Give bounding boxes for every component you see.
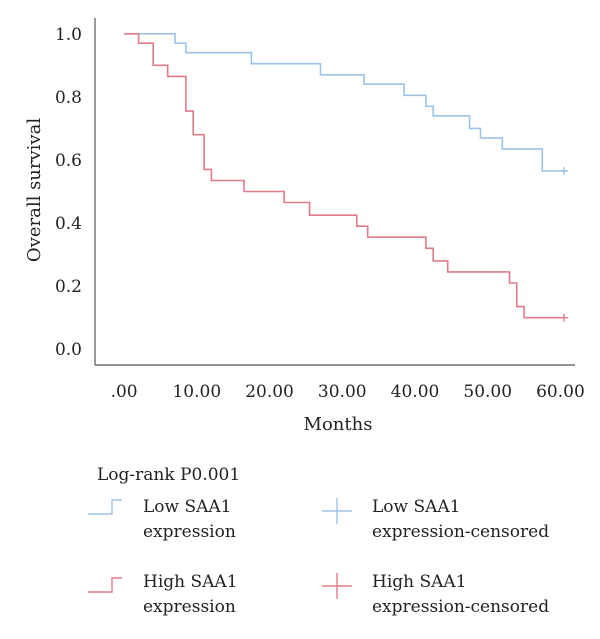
- x-tick-label: 10.00: [172, 382, 221, 402]
- legend: Log-rank P0.001 Low SAA1 expression Low …: [88, 465, 549, 617]
- series-layer: [124, 33, 569, 322]
- x-axis-title: Months: [304, 414, 373, 435]
- series-line-low: [124, 33, 565, 172]
- y-tick-label: 0.8: [55, 88, 82, 108]
- legend-label-high-line1: High SAA1: [143, 572, 238, 592]
- legend-step-marker-low: [88, 499, 122, 515]
- legend-label-high-censored-line1: High SAA1: [372, 572, 467, 592]
- legend-label-high-line2: expression: [143, 597, 236, 617]
- legend-step-marker-high: [88, 577, 122, 593]
- legend-cross-marker-low: [322, 498, 352, 524]
- y-tick-label: 0.4: [55, 214, 82, 234]
- legend-label-low-line2: expression: [143, 522, 236, 542]
- legend-item-low: Low SAA1 expression: [88, 497, 236, 542]
- legend-label-low-censored-line2: expression-censored: [372, 522, 549, 542]
- x-tick-label: 60.00: [536, 382, 585, 402]
- censor-mark-low: [560, 166, 569, 175]
- plot-frame: [94, 18, 575, 366]
- censor-mark-high: [560, 313, 569, 322]
- x-tick-label: 30.00: [318, 382, 367, 402]
- legend-item-high-censored: High SAA1 expression-censored: [322, 572, 549, 617]
- y-tick-label: 1.0: [55, 25, 82, 45]
- y-tick-label: 0.0: [55, 340, 82, 360]
- x-tick-label: 50.00: [463, 382, 512, 402]
- legend-label-low-censored-line1: Low SAA1: [372, 497, 461, 517]
- y-axis-title: Overall survival: [24, 118, 45, 262]
- legend-label-high-censored-line2: expression-censored: [372, 597, 549, 617]
- legend-cross-marker-high: [322, 573, 352, 599]
- series-line-high: [124, 33, 565, 319]
- legend-item-low-censored: Low SAA1 expression-censored: [322, 497, 549, 542]
- legend-label-low-line1: Low SAA1: [143, 497, 232, 517]
- legend-item-high: High SAA1 expression: [88, 572, 238, 617]
- y-tick-label: 0.6: [55, 151, 82, 171]
- x-tick-label: 40.00: [391, 382, 440, 402]
- legend-title: Log-rank P0.001: [97, 465, 240, 485]
- y-tick-label: 0.2: [55, 277, 82, 297]
- x-tick-label: 20.00: [245, 382, 294, 402]
- x-tick-labels: .00 10.00 20.00 30.00 40.00 50.00 60.00: [111, 382, 585, 402]
- x-tick-label: .00: [111, 382, 138, 402]
- y-tick-labels: 0.0 0.2 0.4 0.6 0.8 1.0: [55, 25, 82, 360]
